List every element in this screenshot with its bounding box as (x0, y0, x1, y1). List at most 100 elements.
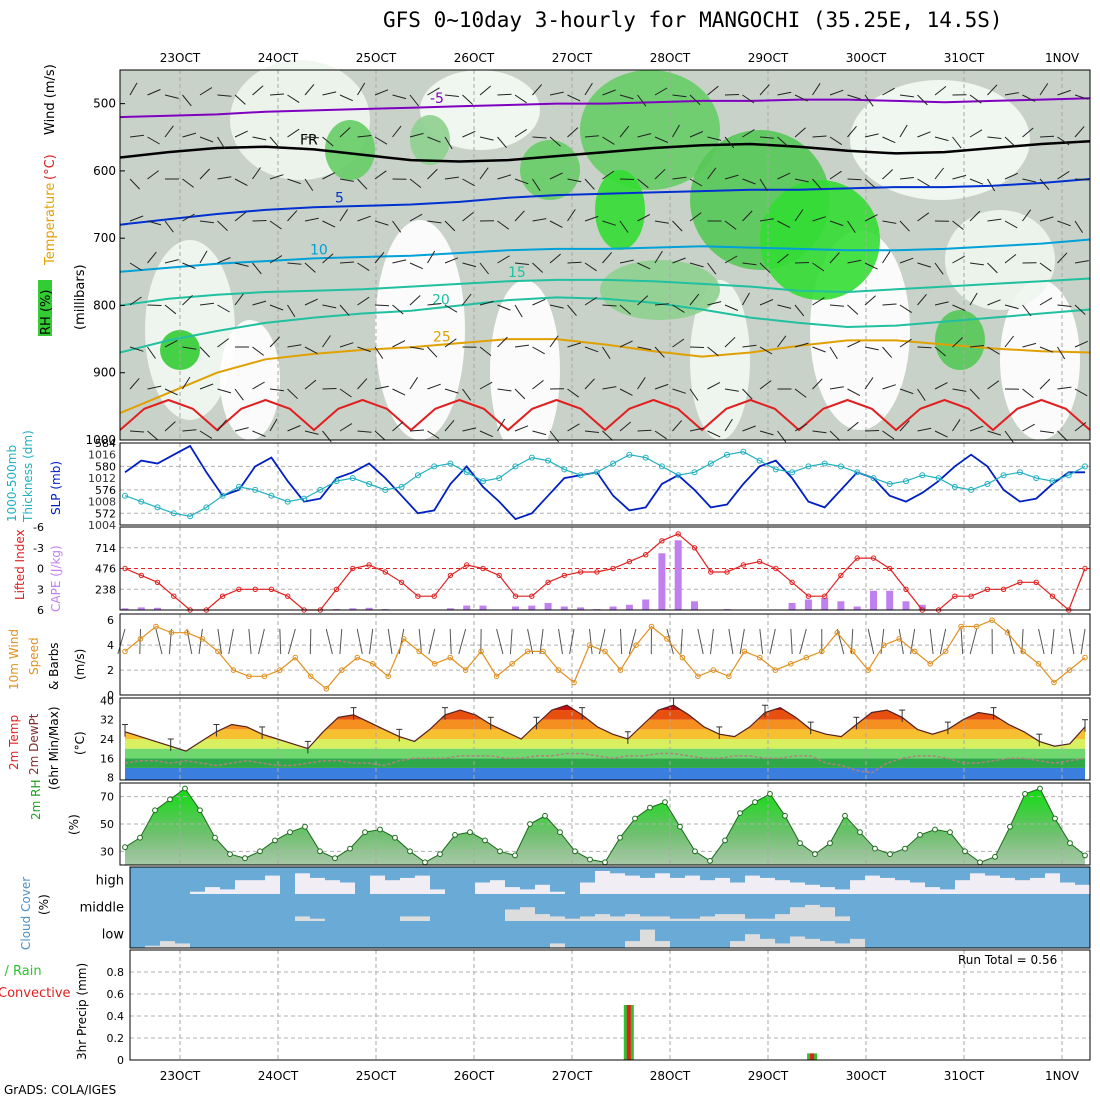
rh-marker (948, 830, 953, 835)
rh-axis-label: 2m RH (29, 780, 43, 821)
profile-temperature-label: Temperature (43, 183, 58, 266)
rh-marker (258, 849, 263, 854)
cloud-bar-high (865, 876, 880, 894)
surface-wind-barb (310, 629, 311, 654)
cloud-bar-high (205, 887, 220, 894)
precip-tick-label: 0 (117, 1054, 124, 1067)
rh-marker (1083, 853, 1088, 858)
surface-wind-barb (259, 629, 265, 654)
rh-marker (348, 846, 353, 851)
rh-marker (168, 797, 173, 802)
wind-barb (620, 179, 634, 180)
profile-rh-label: RH (%) (38, 280, 54, 336)
rh-marker (753, 800, 758, 805)
cloud-bar-low (850, 939, 865, 948)
rh-marker (813, 852, 818, 857)
cape-bar (789, 603, 796, 610)
rh-marker (783, 813, 788, 818)
surface-wind-barb (791, 629, 792, 654)
cloud-bar-high (760, 878, 775, 894)
temp-band (120, 710, 1090, 720)
cape-tick-label: 476 (95, 563, 116, 576)
slp-tick-label: 1008 (88, 496, 116, 509)
rh-marker (183, 786, 188, 791)
surface-wind-barb (881, 629, 884, 654)
cloud-bar-high (475, 883, 490, 895)
cloud-bar-middle (595, 914, 610, 921)
slp-axis-label: SLP (mb) (49, 461, 63, 515)
cloud-bar-high (640, 878, 655, 894)
grads-credit: GrADS: COLA/IGES (4, 1083, 116, 1097)
cloud-bar-high (370, 876, 385, 894)
temp-band (120, 698, 1090, 710)
rh-marker (588, 857, 593, 862)
top-x-tick-label: 23OCT (160, 51, 201, 65)
rh-marker (903, 846, 908, 851)
surface-wind-barb (1039, 629, 1045, 654)
wind-tick-label: 2 (107, 664, 114, 677)
cloud-bar-high (805, 885, 820, 894)
rh-marker (213, 835, 218, 840)
wind-barb (375, 305, 389, 306)
cape-bar (545, 603, 552, 610)
dewpoint-axis-label: 2m DewPt (27, 713, 41, 775)
rh-axis-unit: (%) (67, 814, 81, 835)
cloud-bar-low (730, 941, 745, 948)
cape-bar (658, 553, 665, 610)
cloud-bar-high (505, 887, 520, 894)
wind-barb (725, 95, 739, 96)
rh-marker (1053, 816, 1058, 821)
rh-marker (858, 830, 863, 835)
rh-blob (410, 115, 450, 165)
temp-tick-label: 24 (100, 733, 114, 746)
profile-y-tick-label: 800 (93, 298, 116, 312)
surface-wind-barb (868, 629, 873, 654)
lifted-index-tick-label: -3 (33, 542, 44, 555)
cloud-bar-low (550, 943, 565, 948)
rh-blob (325, 120, 375, 180)
slp-tick-label: 1004 (88, 519, 116, 532)
surface-wind-barb (280, 629, 281, 654)
cloud-bar-middle (820, 907, 835, 921)
rh-marker (423, 860, 428, 865)
cape-bar (903, 601, 910, 610)
rh-marker (438, 852, 443, 857)
rh-tick-label: 30 (100, 845, 114, 858)
surface-wind-barb (930, 629, 933, 654)
cloud-bar-high (1045, 873, 1060, 894)
cloud-bar-high (535, 885, 550, 894)
precip-axis-label: 3hr Precip (mm) (75, 963, 89, 1060)
surface-wind-barb (620, 629, 621, 654)
bottom-x-tick-label: 30OCT (846, 1069, 887, 1083)
cloud-row-label: low (102, 928, 125, 943)
profile-rh-label-text: RH (%) (39, 290, 54, 335)
rh-marker (678, 824, 683, 829)
cape-bar (626, 605, 633, 610)
cape-bar (561, 607, 568, 611)
surface-wind-barb (1008, 629, 1015, 654)
cloud-bar-high (415, 876, 430, 894)
rh-blob (760, 180, 880, 300)
rh-marker (333, 856, 338, 861)
rh-marker (543, 813, 548, 818)
cloud-bar-middle (505, 910, 520, 922)
bottom-x-tick-label: 25OCT (356, 1069, 397, 1083)
surface-wind-barb (450, 629, 451, 654)
cloud-bar-high (775, 880, 790, 894)
top-x-tick-label: 30OCT (846, 51, 887, 65)
surface-wind-barb (770, 629, 775, 654)
rh-marker (393, 835, 398, 840)
rh-marker (303, 824, 308, 829)
cloud-bar-middle (310, 919, 325, 921)
cloud-bar-high (1000, 878, 1015, 894)
rh-marker (1038, 786, 1043, 791)
cloud-bar-high (925, 887, 940, 894)
surface-wind-barb (681, 629, 683, 654)
top-x-tick-label: 25OCT (356, 51, 397, 65)
cloud-bar-high (295, 873, 310, 894)
temperature-contour-label: 5 (335, 191, 344, 207)
rh-marker (663, 800, 668, 805)
surface-wind-barb (388, 629, 392, 654)
rh-marker (1068, 841, 1073, 846)
rh-marker (768, 792, 773, 797)
